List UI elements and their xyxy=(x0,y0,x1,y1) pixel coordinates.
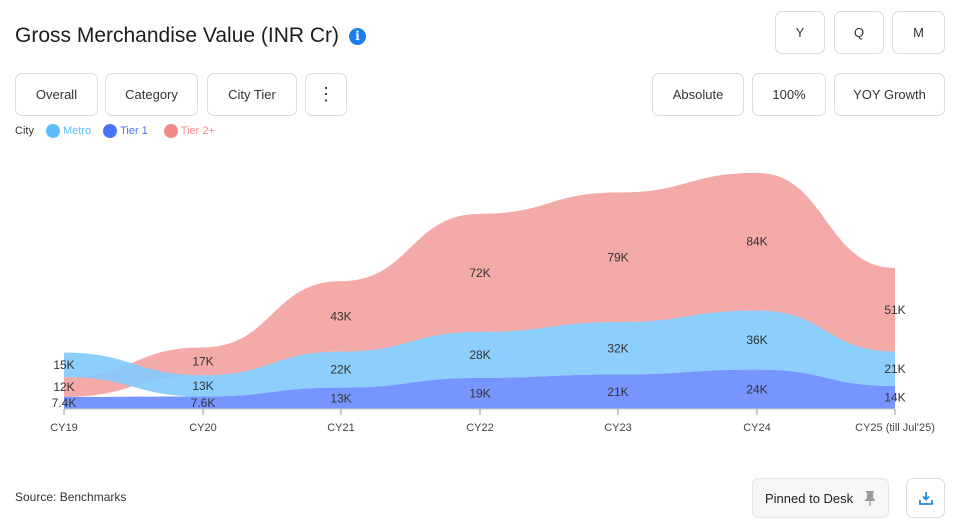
data-label: 12K xyxy=(53,380,74,394)
tier2-dot-icon xyxy=(163,124,178,138)
legend-title: City xyxy=(15,125,34,137)
area-tier1[interactable] xyxy=(64,369,895,409)
download-button[interactable] xyxy=(906,478,945,518)
download-icon xyxy=(918,492,933,505)
period-y-button[interactable]: Y xyxy=(775,11,825,54)
mode-yoy-growth-button[interactable]: YOY Growth xyxy=(834,73,945,116)
chart-legend: City Metro Tier 1 Tier 2+ xyxy=(15,124,227,138)
source-text: Source: Benchmarks xyxy=(15,490,127,504)
legend-item-tier2[interactable]: Tier 2+ xyxy=(163,124,215,138)
legend-label: Tier 2+ xyxy=(180,125,215,137)
legend-label: Metro xyxy=(62,125,92,137)
data-label: 21K xyxy=(884,362,905,376)
data-label: 32K xyxy=(607,341,628,355)
data-label: 28K xyxy=(469,348,490,362)
x-tick-label: CY24 xyxy=(743,422,771,434)
data-label: 17K xyxy=(192,354,213,368)
x-tick-label: CY21 xyxy=(327,422,355,434)
area-tier2[interactable] xyxy=(64,172,895,397)
data-label: 79K xyxy=(607,250,628,264)
data-label: 15K xyxy=(53,358,74,372)
area-metro[interactable] xyxy=(64,310,895,397)
tab-overall[interactable]: Overall xyxy=(15,73,98,116)
mode-100-percent-button[interactable]: 100% xyxy=(752,73,826,116)
data-label: 19K xyxy=(469,386,490,400)
x-tick-label: CY19 xyxy=(50,422,78,434)
more-options-icon[interactable]: ⋮ xyxy=(305,73,347,116)
tab-category[interactable]: Category xyxy=(105,73,198,116)
data-label: 13K xyxy=(330,391,351,405)
data-label: 51K xyxy=(884,303,905,317)
data-label: 7.4K xyxy=(52,396,77,410)
metro-dot-icon xyxy=(45,124,60,138)
data-label: 14K xyxy=(884,391,905,405)
info-icon[interactable]: i xyxy=(349,28,366,45)
x-tick-label: CY22 xyxy=(466,422,494,434)
period-q-button[interactable]: Q xyxy=(834,11,884,54)
legend-item-tier1[interactable]: Tier 1 xyxy=(103,124,148,138)
tier1-dot-icon xyxy=(103,124,118,138)
data-label: 22K xyxy=(330,363,351,377)
data-label: 36K xyxy=(746,333,767,347)
mode-absolute-button[interactable]: Absolute xyxy=(652,73,744,116)
data-label: 24K xyxy=(746,382,767,396)
tab-city-tier[interactable]: City Tier xyxy=(207,73,297,116)
legend-item-metro[interactable]: Metro xyxy=(45,124,92,138)
period-m-button[interactable]: M xyxy=(892,11,945,54)
data-label: 21K xyxy=(607,385,628,399)
data-label: 7.6K xyxy=(191,396,216,410)
pin-label: Pinned to Desk xyxy=(765,490,854,506)
data-label: 84K xyxy=(746,235,767,249)
page-title: Gross Merchandise Value (INR Cr) xyxy=(15,24,340,47)
data-label: 13K xyxy=(192,379,213,393)
legend-label: Tier 1 xyxy=(120,125,148,137)
pinned-to-desk-button[interactable]: Pinned to Desk xyxy=(752,478,889,518)
x-tick-label: CY20 xyxy=(189,422,217,434)
pin-icon xyxy=(865,491,876,506)
x-tick-label: CY25 (till Jul'25) xyxy=(855,422,935,434)
data-label: 43K xyxy=(330,309,351,323)
x-tick-label: CY23 xyxy=(604,422,632,434)
data-label: 72K xyxy=(469,266,490,280)
